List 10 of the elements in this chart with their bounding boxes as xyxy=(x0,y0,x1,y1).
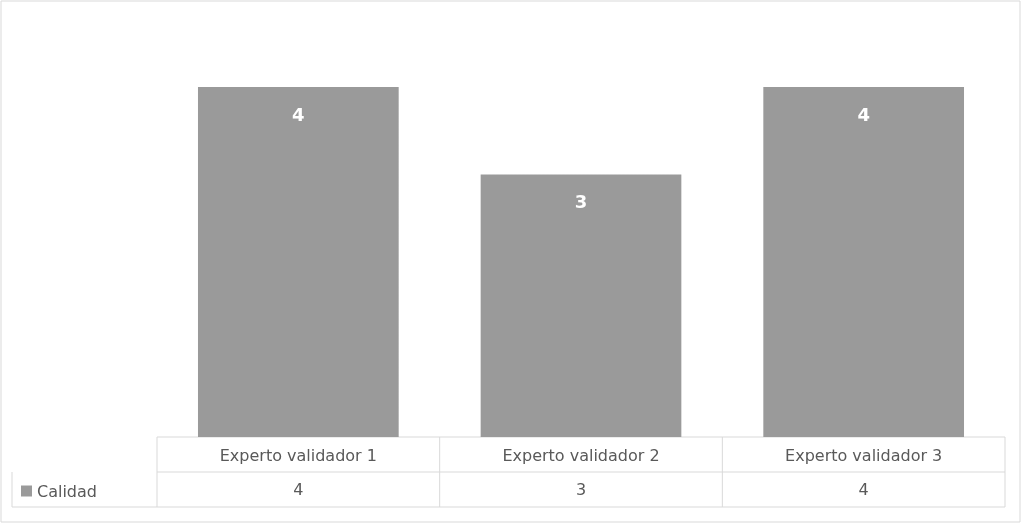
x-tick-label: Experto validador 1 xyxy=(219,445,377,465)
x-tick-label: Experto validador 3 xyxy=(785,445,943,465)
legend-label: Calidad xyxy=(37,481,97,501)
text: 4 xyxy=(858,480,869,499)
data-label: 3 xyxy=(574,191,588,212)
data-label: 4 xyxy=(857,103,870,125)
text: 3 xyxy=(575,480,587,499)
text: 4 xyxy=(293,480,304,499)
data-label: 4 xyxy=(292,103,305,125)
x-tick-label: Experto validador 2 xyxy=(502,445,660,465)
